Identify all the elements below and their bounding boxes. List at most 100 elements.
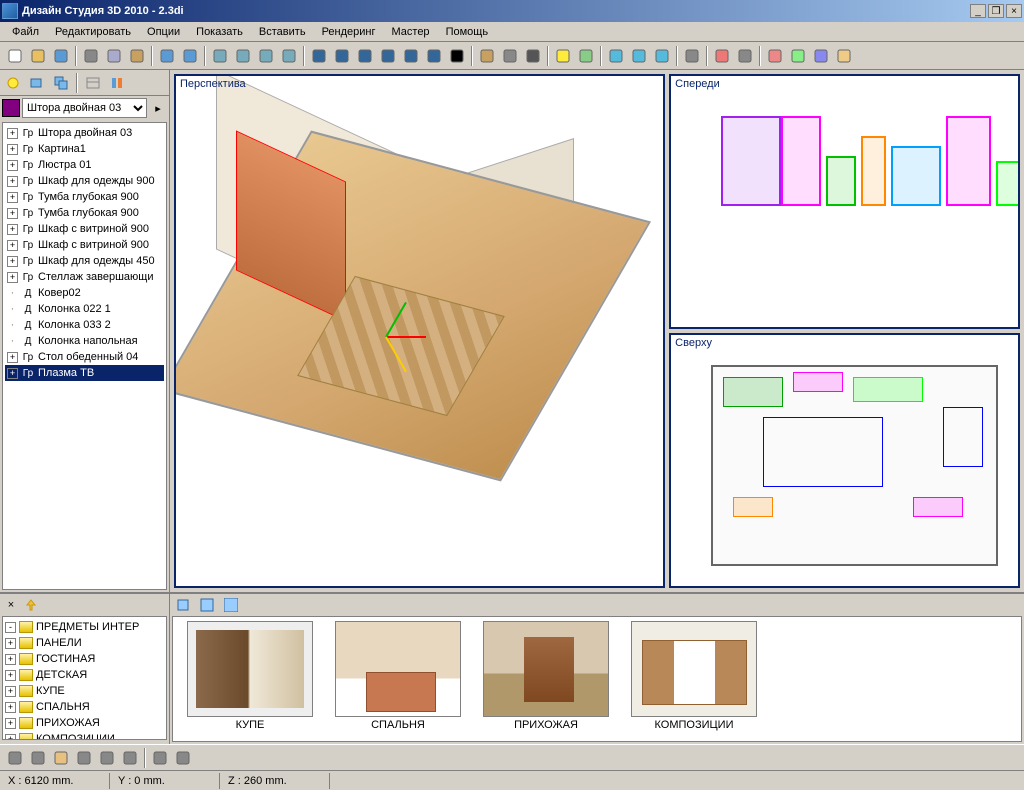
menu-показать[interactable]: Показать [188,24,251,40]
tree-expander-icon[interactable]: · [7,335,18,347]
arc-icon[interactable] [377,45,399,67]
tree-expander-icon[interactable]: + [7,160,18,171]
object-color-swatch[interactable] [2,99,20,117]
tree-expander-icon[interactable]: + [5,654,16,665]
tree-expander-icon[interactable]: + [7,176,18,187]
top-view-object[interactable] [763,417,883,487]
menu-файл[interactable]: Файл [4,24,47,40]
pan-icon[interactable] [4,747,26,769]
tree-expander-icon[interactable]: + [7,272,18,283]
top-view-object[interactable] [793,372,843,392]
text-icon[interactable] [446,45,468,67]
front-view-object[interactable] [861,136,886,206]
library-thumb[interactable]: КОМПОЗИЦИИ [629,621,759,731]
fit-icon[interactable] [149,747,171,769]
thumb-view-small-icon[interactable] [172,594,194,616]
tree-item[interactable]: +ГрШкаф для одежды 900 [5,173,164,189]
top-view-object[interactable] [853,377,923,402]
cut-icon[interactable] [80,45,102,67]
zoom-in-icon[interactable] [96,747,118,769]
tree-expander-icon[interactable]: + [7,256,18,267]
front-view-object[interactable] [946,116,991,206]
ruler-icon[interactable] [476,45,498,67]
viewport-perspective[interactable]: Перспектива [174,74,665,588]
tree-expander-icon[interactable]: + [7,128,18,139]
object-select-action-icon[interactable]: ▸ [149,99,167,117]
menu-опции[interactable]: Опции [139,24,188,40]
tree-expander-icon[interactable]: · [7,287,18,299]
paste-icon[interactable] [126,45,148,67]
copy-icon[interactable] [103,45,125,67]
cyl-icon[interactable] [651,45,673,67]
front-view-object[interactable] [721,116,781,206]
zoom-window-icon[interactable] [27,747,49,769]
circle-icon[interactable] [354,45,376,67]
top-view-object[interactable] [733,497,773,517]
extents-icon[interactable] [172,747,194,769]
top-view-object[interactable] [943,407,983,467]
tree-item[interactable]: ·ДКолонка 022 1 [5,301,164,317]
undo-icon[interactable] [156,45,178,67]
menu-рендеринг[interactable]: Рендеринг [314,24,384,40]
tree-item[interactable]: +ГрТумба глубокая 900 [5,205,164,221]
viewport-front[interactable]: Спереди [669,74,1020,329]
front-view-object[interactable] [891,146,941,206]
thumb-view-med-icon[interactable] [196,594,218,616]
library-category[interactable]: +ПРИХОЖАЯ [5,715,164,731]
tree-expander-icon[interactable]: · [7,303,18,315]
tree-item[interactable]: ·ДКолонка напольная [5,333,164,349]
zoom-icon[interactable] [73,747,95,769]
tree-expander-icon[interactable]: + [5,718,16,729]
front-view-object[interactable] [826,156,856,206]
menu-помощь[interactable]: Помощь [438,24,497,40]
tree-expander-icon[interactable]: + [5,670,16,681]
tree-expander-icon[interactable]: + [5,638,16,649]
mat3-icon[interactable] [810,45,832,67]
top-view-object[interactable] [913,497,963,517]
redo-icon[interactable] [179,45,201,67]
curve-icon[interactable] [400,45,422,67]
tree-item[interactable]: +ГрШтора двойная 03 [5,125,164,141]
front-view-object[interactable] [996,161,1020,206]
library-category[interactable]: +КОМПОЗИЦИИ [5,731,164,740]
viewport-top[interactable]: Сверху [669,333,1020,588]
tree-expander-icon[interactable]: + [7,240,18,251]
box-icon[interactable] [628,45,650,67]
tree-view-icon[interactable] [82,72,104,94]
tree-cascade-icon[interactable] [50,72,72,94]
library-thumb[interactable]: КУПЕ [185,621,315,731]
measure-icon[interactable] [499,45,521,67]
view1-icon[interactable] [209,45,231,67]
tree-filter-icon[interactable] [106,72,128,94]
tree-item[interactable]: +ГрПлазма ТВ [5,365,164,381]
tree-expander-icon[interactable]: + [5,702,16,713]
tree-item[interactable]: +ГрШкаф с витриной 900 [5,221,164,237]
tree-item[interactable]: +ГрКартина1 [5,141,164,157]
view4-icon[interactable] [278,45,300,67]
new-icon[interactable] [4,45,26,67]
top-view-object[interactable] [723,377,783,407]
library-category[interactable]: +ПАНЕЛИ [5,635,164,651]
light-icon[interactable] [552,45,574,67]
render-icon[interactable] [575,45,597,67]
library-close-icon[interactable]: × [2,596,20,614]
scene-tree[interactable]: +ГрШтора двойная 03+ГрКартина1+ГрЛюстра … [2,122,167,590]
object-select[interactable]: Штора двойная 03 [22,98,147,118]
grid-icon[interactable] [734,45,756,67]
snap-icon[interactable] [711,45,733,67]
tree-item[interactable]: +ГрСтеллаж завершающи [5,269,164,285]
close-button[interactable]: × [1006,4,1022,18]
library-tree[interactable]: -ПРЕДМЕТЫ ИНТЕР+ПАНЕЛИ+ГОСТИНАЯ+ДЕТСКАЯ+… [2,616,167,740]
cone-icon[interactable] [605,45,627,67]
minimize-button[interactable]: _ [970,4,986,18]
tree-expander-icon[interactable]: + [7,224,18,235]
library-thumb[interactable]: СПАЛЬНЯ [333,621,463,731]
tree-item[interactable]: +ГрСтол обеденный 04 [5,349,164,365]
tree-item[interactable]: +ГрЛюстра 01 [5,157,164,173]
tree-item[interactable]: +ГрШкаф с витриной 900 [5,237,164,253]
library-thumb[interactable]: ПРИХОЖАЯ [481,621,611,731]
mat1-icon[interactable] [764,45,786,67]
line-icon[interactable] [308,45,330,67]
tree-expander-icon[interactable]: + [5,734,16,741]
tree-expander-icon[interactable]: - [5,622,16,633]
